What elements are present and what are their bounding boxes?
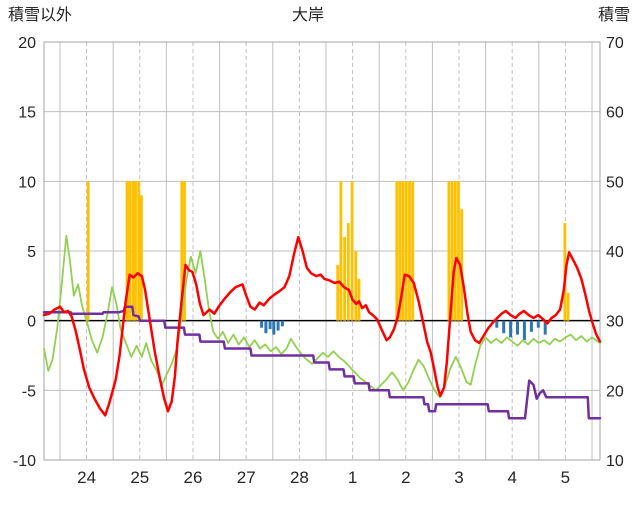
bar-series-layer [86, 181, 570, 341]
x-tick-label: 25 [130, 468, 149, 487]
purple-line [42, 305, 602, 420]
orange-bars [140, 195, 143, 321]
orange-bars [128, 181, 132, 321]
blue-bars [522, 320, 526, 341]
blue-bars [260, 320, 264, 328]
plot-border [43, 41, 601, 461]
blue-bars [543, 320, 547, 335]
orange-bars [86, 181, 90, 321]
orange-bars [180, 181, 184, 321]
blue-bars [529, 320, 533, 332]
x-tick-label: 26 [184, 468, 203, 487]
left-tick-label: 10 [18, 174, 36, 191]
orange-bars [354, 251, 358, 321]
line-series-layer [42, 234, 602, 420]
blue-bars [272, 320, 276, 335]
orange-bars [336, 264, 340, 321]
right-tick-label: 60 [606, 105, 624, 122]
blue-bars [280, 320, 284, 327]
orange-bars [134, 181, 137, 321]
orange-bars [339, 181, 343, 321]
blue-bars [276, 320, 280, 331]
orange-bars [183, 181, 186, 321]
tick-labels-layer: 20 70 15 60 10 50 5 40 0 30 -5 20 -10 10 24 25 26 27 28 1 2 3… [13, 35, 624, 487]
orange-bars [131, 181, 135, 321]
orange-bars [450, 181, 454, 321]
orange-bars [401, 181, 405, 321]
orange-bars [453, 181, 457, 321]
right-tick-label: 30 [606, 314, 624, 331]
green-line [43, 234, 601, 399]
orange-bars [137, 181, 141, 321]
x-tick-label: 4 [507, 468, 516, 487]
orange-bars [125, 181, 129, 321]
orange-bars [346, 223, 350, 321]
orange-bars [404, 181, 408, 321]
right-tick-label: 50 [606, 174, 624, 191]
orange-bars [343, 237, 346, 321]
blue-bars [264, 320, 268, 334]
orange-bars [566, 292, 570, 321]
right-tick-label: 70 [606, 35, 624, 52]
orange-bars [350, 181, 354, 321]
x-tick-label: 3 [454, 468, 463, 487]
orange-bars [395, 181, 399, 321]
left-axis-title: 積雪以外 [8, 6, 72, 24]
x-tick-label: 5 [561, 468, 570, 487]
x-tick-label: 24 [77, 468, 96, 487]
blue-bars [502, 320, 506, 334]
x-tick-label: 28 [290, 468, 309, 487]
x-tick-label: 2 [401, 468, 410, 487]
right-tick-label: 40 [606, 244, 624, 261]
left-tick-label: 5 [27, 244, 36, 261]
left-tick-label: 15 [18, 105, 36, 122]
left-tick-label: -10 [13, 453, 36, 470]
orange-bars [411, 181, 415, 321]
right-tick-label: 20 [606, 383, 624, 400]
right-tick-label: 10 [606, 453, 624, 470]
blue-bars [509, 320, 513, 338]
right-axis-title: 積雪 [598, 6, 630, 24]
x-tick-label: 1 [348, 468, 357, 487]
orange-bars [398, 181, 402, 321]
x-tick-label: 27 [237, 468, 256, 487]
orange-bars [447, 181, 451, 321]
left-tick-label: -5 [22, 383, 36, 400]
orange-bars [460, 209, 464, 321]
orange-bars [357, 278, 361, 321]
blue-bars [516, 320, 519, 335]
gridlines-layer [43, 41, 601, 461]
blue-bars [268, 320, 272, 330]
blue-bars [536, 320, 540, 328]
chart-title: 大岸 [292, 6, 324, 24]
blue-bars [495, 320, 499, 328]
left-tick-label: 0 [27, 314, 36, 331]
orange-bars [408, 181, 411, 321]
red-line [42, 235, 602, 417]
left-tick-label: 20 [18, 35, 36, 52]
orange-bars [457, 181, 460, 321]
